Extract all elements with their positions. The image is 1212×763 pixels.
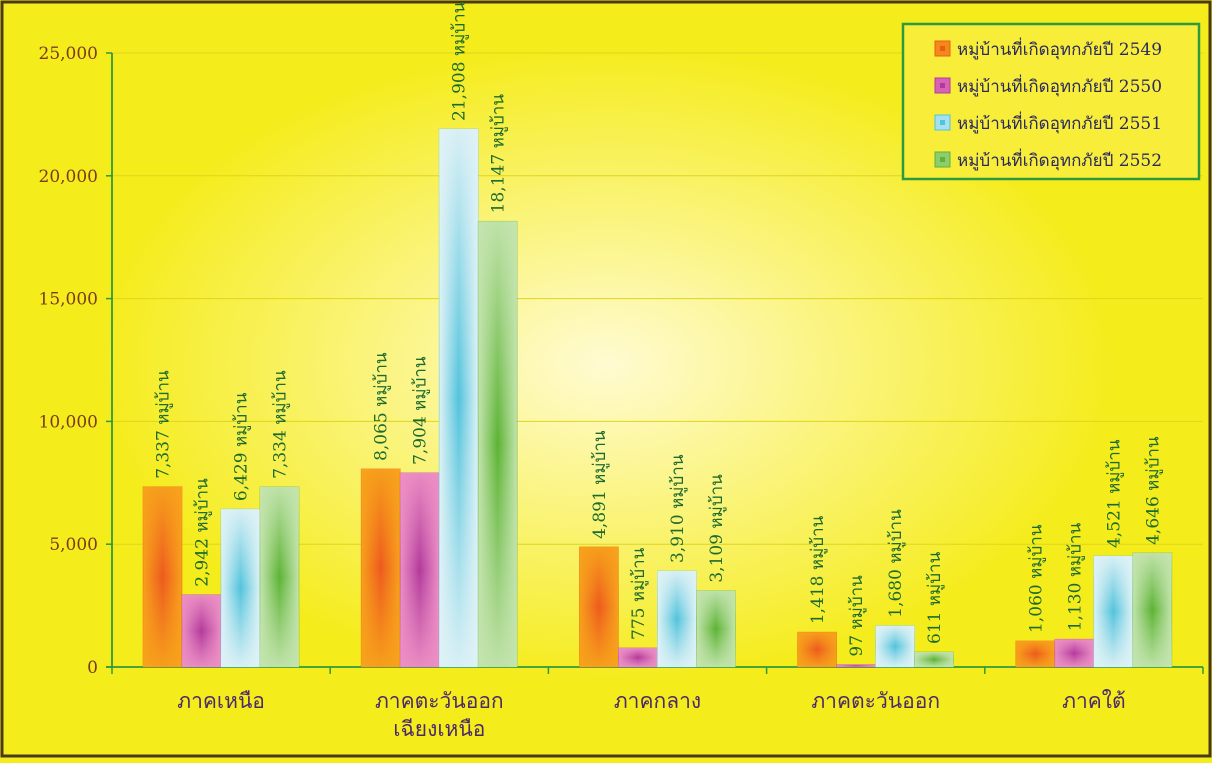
bar-shade: [1015, 640, 1055, 667]
bar-shade: [618, 647, 658, 667]
bar-value-label: 7,334 หมู่บ้าน: [271, 370, 291, 479]
bar-shade: [478, 221, 518, 667]
legend-swatch-center: [940, 157, 945, 162]
bar-value-label: 3,910 หมู่บ้าน: [668, 454, 688, 563]
bar-value-label: 1,060 หมู่บ้าน: [1026, 524, 1046, 633]
y-tick-label: 25,000: [39, 44, 98, 64]
bar-shade: [657, 570, 697, 667]
bar-value-label: 7,337 หมู่บ้าน: [154, 370, 174, 479]
category-label: ภาคกลาง: [614, 689, 701, 713]
bar-shade: [182, 594, 221, 667]
bar-value-label: 8,065 หมู่บ้าน: [372, 352, 392, 461]
legend-label: หมู่บ้านที่เกิดอุทกภัยปี 2549: [957, 37, 1162, 60]
legend-swatch-center: [940, 83, 945, 88]
category-label: เฉียงเหนือ: [393, 717, 485, 741]
legend-box: [901, 22, 1201, 181]
bar-shade: [400, 472, 440, 667]
bar-shade: [143, 486, 182, 667]
bar-value-label: 7,904 หมู่บ้าน: [411, 356, 431, 465]
bar-shade: [579, 546, 619, 667]
bar-shade: [836, 664, 876, 667]
category-label: ภาคใต้: [1062, 689, 1126, 713]
bar-shade: [914, 651, 954, 667]
bar-shade: [696, 590, 736, 667]
y-tick-label: 20,000: [39, 167, 98, 187]
category-label: ภาคตะวันออก: [375, 689, 504, 713]
bar-value-label: 97 หมู่บ้าน: [847, 575, 867, 657]
bar-value-label: 4,646 หมู่บ้าน: [1143, 436, 1163, 545]
legend-label: หมู่บ้านที่เกิดอุทกภัยปี 2552: [957, 148, 1162, 171]
bar-value-label: 6,429 หมู่บ้าน: [232, 392, 252, 501]
bar-shade: [875, 625, 915, 667]
bar-shade: [1093, 555, 1133, 667]
bar-value-label: 21,908 หมู่บ้าน: [450, 1, 470, 121]
bar-value-label: 1,418 หมู่บ้าน: [808, 515, 828, 624]
bar-value-label: 611 หมู่บ้าน: [925, 551, 945, 644]
legend-swatch-center: [940, 46, 945, 51]
bar-value-label: 1,130 หมู่บ้าน: [1065, 522, 1085, 631]
bar-value-label: 18,147 หมู่บ้าน: [489, 94, 509, 214]
bar-shade: [1054, 639, 1094, 667]
bar-value-label: 775 หมู่บ้าน: [629, 547, 649, 640]
bar-shade: [797, 632, 837, 667]
bar-shade: [260, 486, 299, 667]
bar-shade: [439, 128, 479, 667]
legend-label: หมู่บ้านที่เกิดอุทกภัยปี 2551: [957, 111, 1162, 134]
y-tick-label: 15,000: [39, 290, 98, 310]
y-tick-label: 5,000: [49, 535, 98, 555]
category-label: ภาคตะวันออก: [811, 689, 940, 713]
legend-label: หมู่บ้านที่เกิดอุทกภัยปี 2550: [957, 74, 1162, 97]
bar-value-label: 4,891 หมู่บ้าน: [590, 430, 610, 539]
y-tick-label: 0: [87, 658, 98, 678]
bar-value-label: 4,521 หมู่บ้าน: [1104, 439, 1124, 548]
category-label: ภาคเหนือ: [177, 689, 265, 713]
bar-shade: [221, 509, 260, 667]
bar-shade: [361, 468, 401, 667]
y-tick-label: 10,000: [39, 412, 98, 432]
bar-shade: [1132, 552, 1172, 667]
bar-value-label: 3,109 หมู่บ้าน: [707, 474, 727, 583]
bar-value-label: 2,942 หมู่บ้าน: [193, 478, 213, 587]
bar-value-label: 1,680 หมู่บ้าน: [886, 509, 906, 618]
legend-swatch-center: [940, 120, 945, 125]
